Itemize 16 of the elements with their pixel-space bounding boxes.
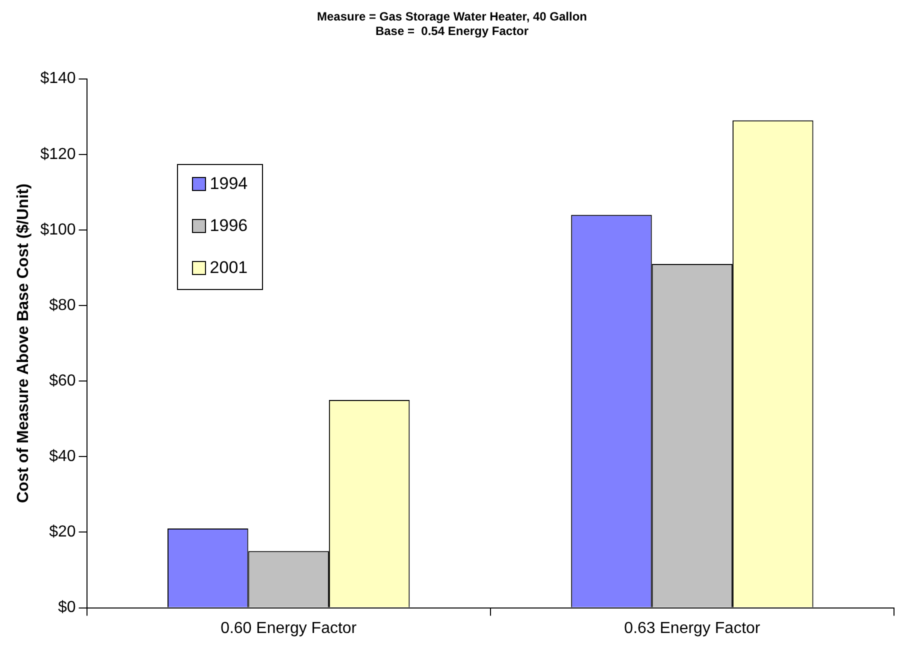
y-tick-label: $0 (58, 599, 76, 616)
legend-label: 1994 (210, 172, 248, 195)
y-tick-label: $80 (49, 296, 76, 314)
x-tick-label: 0.63 Energy Factor (624, 620, 761, 637)
chart-subtitle: Base = 0.54 Energy Factor (375, 24, 529, 38)
legend-label: 2001 (210, 256, 248, 279)
x-tick-label: 0.60 Energy Factor (220, 620, 358, 637)
y-tick-label: $20 (49, 524, 76, 541)
y-tick-label: $140 (40, 70, 76, 88)
y-axis-title: Cost of Measure Above Base Cost ($/Unit) (15, 184, 32, 504)
y-tick-label: $100 (40, 221, 76, 238)
y-tick-label: $40 (49, 448, 76, 466)
y-tick-label: $120 (40, 146, 76, 163)
legend-label: 1996 (210, 214, 248, 237)
y-tick-label: $60 (49, 372, 76, 390)
chart-title: Measure = Gas Storage Water Heater, 40 Gallon (317, 10, 587, 24)
